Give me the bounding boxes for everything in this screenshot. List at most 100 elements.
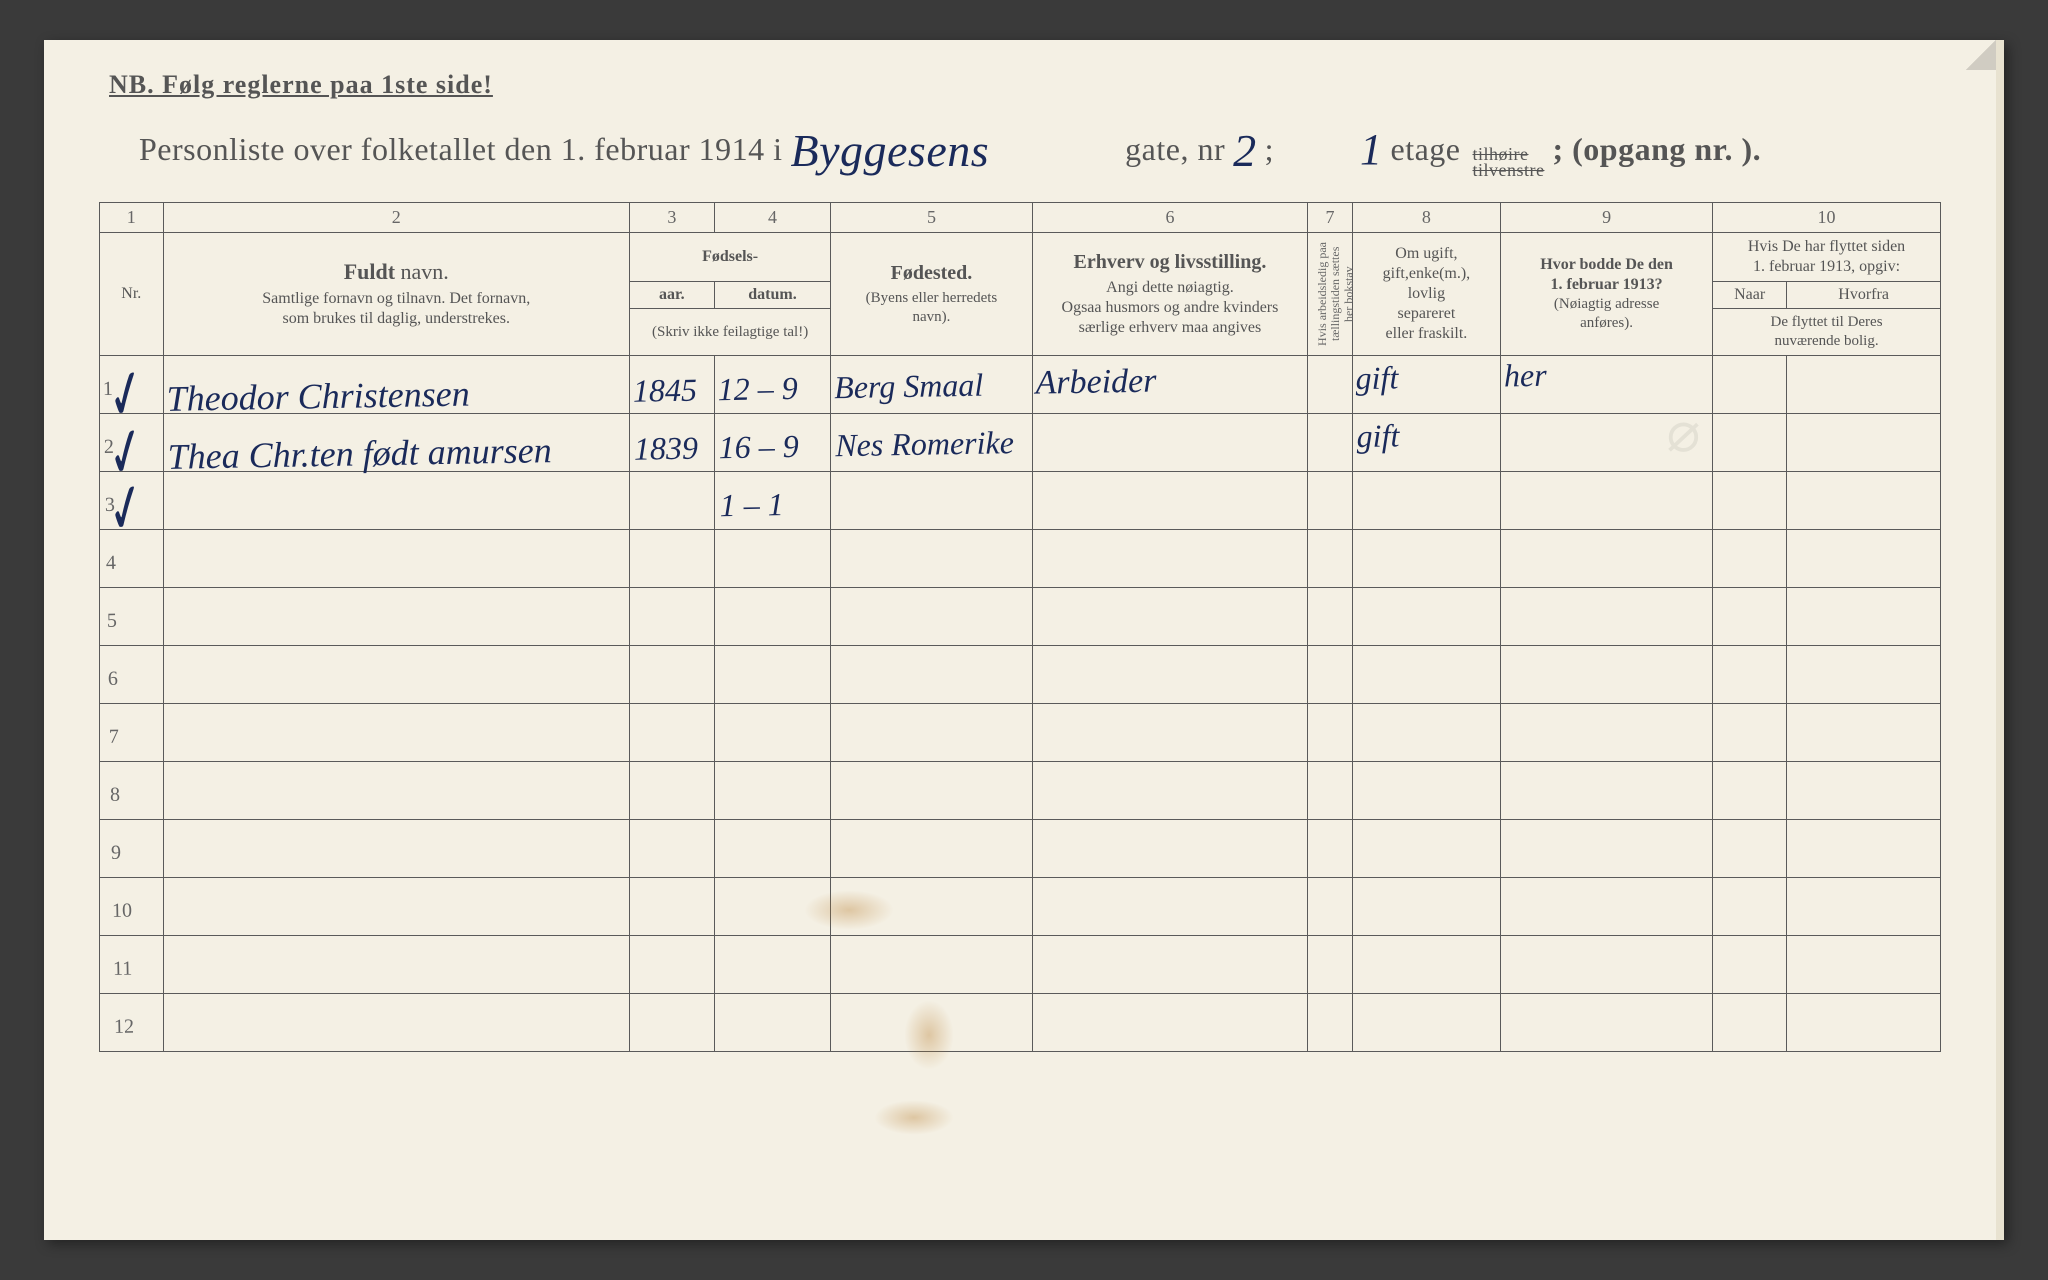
header-row-main: Nr. Fuldt navn. Samtlige fornavn og tiln… — [100, 233, 1941, 282]
etage-label: etage — [1390, 131, 1460, 168]
hd-name-rest: navn. — [395, 259, 449, 284]
cell-year — [634, 941, 720, 1000]
colnum-6: 6 — [1032, 203, 1308, 233]
hd-aar: aar. — [629, 282, 714, 309]
column-number-row: 1 2 3 4 5 6 7 8 9 10 — [100, 203, 1941, 233]
cell-prev-address — [1506, 981, 1719, 1043]
cell-name — [159, 478, 626, 544]
table-body: 1Theodor Christensen184512 – 9Berg Smaal… — [94, 339, 1947, 1067]
cell-marital — [1356, 927, 1505, 988]
cell-birthplace — [832, 761, 1034, 823]
row-number: 8 — [101, 776, 166, 835]
cell-marital — [1351, 637, 1500, 698]
hd-erhverv-sub: Angi dette nøiagtig. Ogsaa husmors og an… — [1039, 278, 1302, 338]
cell-c7 — [1312, 930, 1358, 989]
cell-moved-when — [1717, 922, 1792, 981]
hd-c7-text: Hvis arbeidsledig paa tællingstiden sætt… — [1314, 238, 1358, 350]
cell-c7 — [1309, 756, 1355, 815]
hd-c10-text: Hvis De har flyttet siden 1. februar 191… — [1719, 237, 1934, 277]
hd-name-sub: Samtlige fornavn og tilnavn. Det fornavn… — [170, 289, 623, 329]
gate-nr-hw: 2 — [1233, 124, 1257, 177]
semicolon: ; — [1265, 131, 1274, 168]
cell-year — [629, 709, 715, 768]
cell-moved-when — [1706, 342, 1781, 401]
colnum-5: 5 — [831, 203, 1032, 233]
row-number: 3 — [96, 486, 161, 545]
cell-name — [162, 652, 629, 718]
cell-date — [716, 823, 834, 883]
colnum-7: 7 — [1308, 203, 1353, 233]
cell-name — [160, 536, 627, 602]
cell-name — [166, 884, 633, 950]
cell-birthplace — [835, 935, 1037, 997]
hd-erhverv-text: Erhverv og livsstilling. — [1074, 251, 1267, 273]
hd-fodsels-sub-text: (Skriv ikke feilagtige tal!) — [652, 324, 808, 340]
cell-year — [628, 651, 714, 710]
cell-birthplace — [828, 529, 1030, 591]
row-number: 2 — [95, 428, 160, 487]
cell-marital — [1350, 579, 1499, 640]
cell-marital — [1349, 521, 1498, 582]
cell-moved-from — [1785, 571, 1940, 632]
cell-date — [717, 881, 835, 941]
cell-date — [714, 707, 832, 767]
hd-fodsels-text: Fødsels- — [702, 248, 758, 265]
cell-moved-from — [1782, 397, 1937, 458]
cell-date — [712, 591, 830, 651]
cell-moved-when — [1715, 864, 1790, 923]
hd-hvorfra: Hvorfra — [1787, 282, 1941, 309]
cell-c7 — [1311, 872, 1357, 931]
row-number: 9 — [102, 834, 167, 893]
paper-stain — [874, 1100, 954, 1135]
cell-year — [626, 535, 712, 594]
cell-c7 — [1310, 814, 1356, 873]
cell-marital: gift — [1347, 405, 1496, 466]
cell-occupation — [1027, 408, 1304, 471]
cell-birthplace — [833, 819, 1035, 881]
cell-occupation — [1032, 698, 1309, 761]
cell-moved-when — [1712, 690, 1787, 749]
cell-c7 — [1313, 988, 1359, 1047]
etage-opt-tilvenstre: tilvenstre — [1472, 162, 1544, 178]
cell-occupation — [1029, 524, 1306, 587]
cell-marital — [1353, 753, 1502, 814]
cell-birthplace — [831, 703, 1033, 765]
cell-birthplace — [834, 877, 1036, 939]
cell-c7 — [1304, 466, 1350, 525]
cell-date: 1 – 1 — [710, 475, 828, 535]
cell-year — [630, 767, 716, 826]
cell-marital — [1348, 463, 1497, 524]
cell-c7 — [1305, 524, 1351, 583]
row-number: 12 — [105, 1008, 170, 1067]
hd-erhverv: Erhverv og livsstilling. Angi dette nøia… — [1032, 233, 1308, 356]
row-number: 11 — [104, 950, 169, 1009]
row-number: 10 — [103, 892, 168, 951]
etage-nr-hw: 1 — [1360, 124, 1383, 175]
cell-name: Thea Chr.ten født amursen — [158, 420, 625, 486]
cell-occupation — [1035, 872, 1312, 935]
cell-name — [165, 826, 632, 892]
cell-prev-address — [1498, 575, 1711, 637]
hd-fodested: Fødested. (Byens eller herredets navn). — [831, 233, 1032, 356]
cell-birthplace — [830, 645, 1032, 707]
cell-occupation: Arbeider — [1026, 350, 1303, 413]
cell-date: 12 – 9 — [708, 359, 826, 419]
cell-c7 — [1303, 408, 1349, 467]
hd-fodested-sub: (Byens eller herredets navn). — [837, 289, 1025, 327]
cell-c7 — [1307, 640, 1353, 699]
hd-c10: Hvis De har flyttet siden 1. februar 191… — [1713, 233, 1941, 282]
census-page: NB. Følg reglerne paa 1ste side! Personl… — [44, 40, 2004, 1240]
cell-year: 1839 — [624, 419, 710, 478]
cell-moved-when — [1713, 748, 1788, 807]
colnum-2: 2 — [163, 203, 629, 233]
gate-label: gate, nr — [1125, 131, 1225, 168]
cell-name — [161, 594, 628, 660]
cell-moved-from — [1783, 455, 1938, 516]
nb-instruction: NB. Følg reglerne paa 1ste side! — [109, 70, 1941, 100]
cell-birthplace — [827, 471, 1029, 533]
cell-date: 16 – 9 — [709, 417, 827, 477]
cell-occupation — [1028, 466, 1305, 529]
cell-name: Theodor Christensen — [157, 362, 624, 428]
cell-name — [168, 1000, 635, 1066]
cell-prev-address — [1497, 517, 1710, 579]
